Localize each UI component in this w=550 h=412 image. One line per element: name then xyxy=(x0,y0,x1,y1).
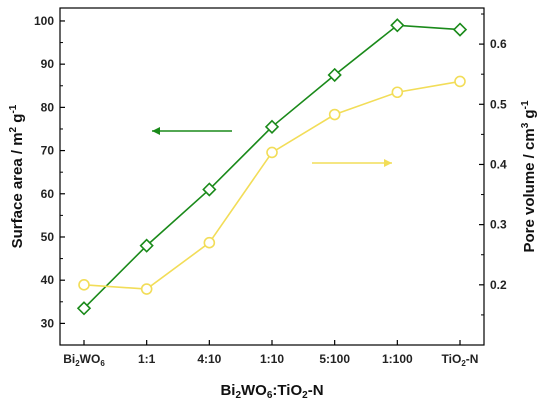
x-axis-title: Bi2​WO6​:TiO2​-N xyxy=(220,382,323,401)
series-1-point xyxy=(454,75,466,88)
y-left-tick-label: 50 xyxy=(41,230,55,244)
y-left-axis-title: Surface area / m2​ g-1​ xyxy=(8,104,26,248)
y-right-tick-label: 0.5 xyxy=(490,97,507,111)
y-right-tick-label: 0.4 xyxy=(490,157,507,171)
series-1-point xyxy=(266,146,278,159)
y-left-tick-label: 80 xyxy=(41,100,55,114)
arrow-1-head xyxy=(384,159,392,167)
series-0-line xyxy=(83,24,461,309)
series-1-point xyxy=(78,279,90,291)
series-1-point xyxy=(391,86,404,99)
arrow-0-head xyxy=(152,127,160,135)
series-0-point xyxy=(452,22,468,37)
series-0-point xyxy=(327,67,342,83)
series-1-point xyxy=(140,283,153,295)
y-left-tick-label: 40 xyxy=(41,273,55,287)
series-0-point xyxy=(202,182,217,197)
x-tick-label: 1:100 xyxy=(382,352,413,366)
x-tick-label: 5:100 xyxy=(319,352,350,366)
x-tick-label: TiO2​-N xyxy=(442,352,479,368)
y-right-tick-label: 0.3 xyxy=(490,218,507,232)
series-0-point xyxy=(76,301,92,316)
series-1-point xyxy=(203,236,216,249)
series-1-line xyxy=(83,80,461,290)
y-right-tick-label: 0.2 xyxy=(490,278,507,292)
plot-frame xyxy=(59,7,485,346)
x-tick-label: 1:10 xyxy=(260,352,284,366)
x-tick-label: 1:1 xyxy=(138,352,156,366)
series-0-point xyxy=(264,119,280,134)
y-right-axis-title: Pore volume / cm3​ g-1​ xyxy=(520,100,538,252)
y-left-tick-label: 90 xyxy=(41,57,55,71)
series-0-point xyxy=(390,18,405,33)
y-left-tick-label: 30 xyxy=(41,316,55,330)
y-left-tick-label: 70 xyxy=(41,144,55,158)
series-1-point xyxy=(328,108,341,121)
x-tick-label: 4:10 xyxy=(197,352,221,366)
y-left-tick-label: 60 xyxy=(41,187,55,201)
y-right-tick-label: 0.6 xyxy=(490,37,507,51)
y-left-tick-label: 100 xyxy=(34,14,54,28)
x-tick-label: Bi2​WO6​ xyxy=(63,352,105,368)
series-0-point xyxy=(139,238,154,253)
